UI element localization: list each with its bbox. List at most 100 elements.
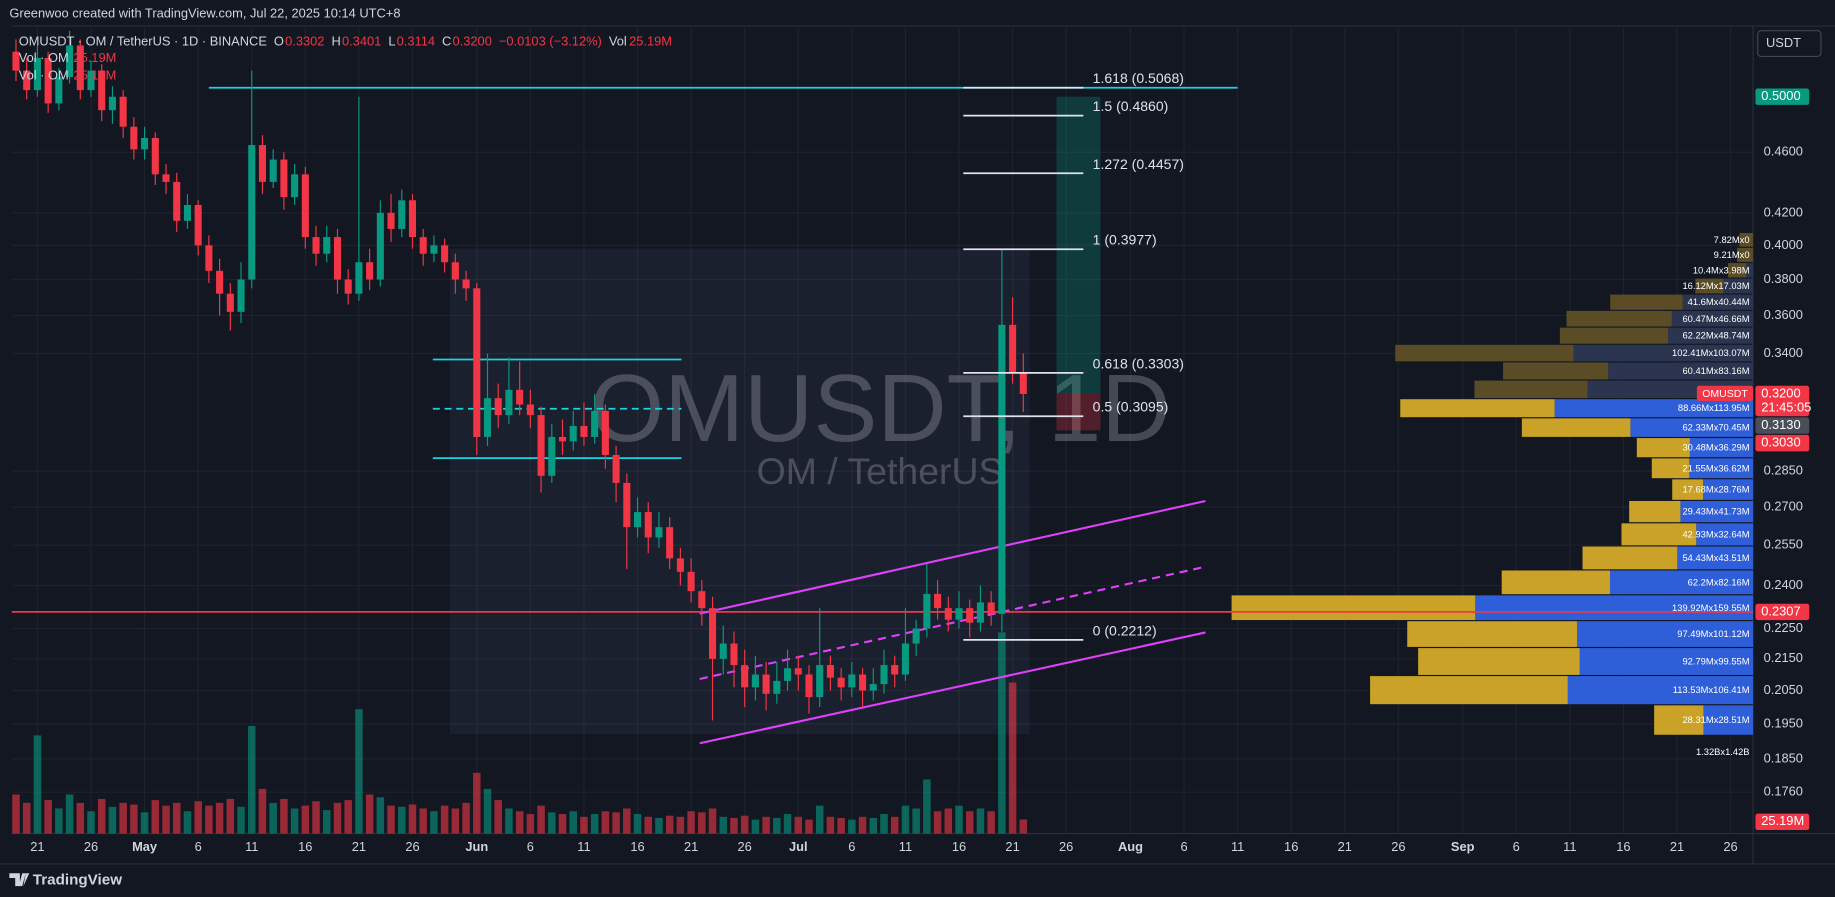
volume-bar [194, 801, 202, 834]
price-badge [1755, 88, 1810, 105]
volume-bar [226, 798, 235, 834]
x-tick-label: 21 [352, 839, 366, 854]
volume-bar [805, 819, 813, 834]
candle-body [633, 512, 642, 528]
price-badge-label: 0.3030 [1761, 435, 1800, 450]
axes: 21 26 May 6 11 16 21 26 Jun 6 11 16 21 26 Jul 6 11 16 21 26… [30, 30, 1822, 854]
currency-button[interactable]: USDT [1766, 35, 1801, 50]
candle-body [837, 677, 845, 688]
profile-label: 17.68Mx28.76M [1682, 485, 1749, 495]
volume-bar [987, 811, 995, 834]
candle-body [141, 137, 149, 150]
profile-bar-up [1636, 438, 1690, 458]
candle-body [569, 425, 577, 442]
symbol-tag: OMUSDT [1702, 388, 1748, 400]
x-tick-label: Aug [1118, 839, 1143, 854]
legend-value: 0.3200 [453, 34, 492, 49]
candle-body [998, 324, 1006, 614]
profile-bar-down [1579, 648, 1754, 675]
volume-bar [965, 811, 974, 834]
candle-body [548, 436, 556, 476]
x-tick-label: 16 [298, 839, 312, 854]
profile-label: 60.41Mx83.16M [1682, 366, 1749, 376]
candle-body [591, 410, 599, 437]
profile-bar-down [1723, 278, 1754, 294]
x-tick-label: 21 [1338, 839, 1352, 854]
profile-bar-up [1654, 705, 1704, 735]
candle-body [151, 137, 159, 175]
x-tick-label: Jul [789, 839, 808, 854]
candle-body [216, 270, 224, 294]
profile-label: 60.47Mx46.66M [1682, 314, 1749, 324]
candle-body [730, 643, 738, 666]
volume-bar [515, 811, 524, 834]
profile-bar-down [1630, 418, 1754, 437]
volume-bar [280, 798, 288, 834]
volume-bar [323, 810, 331, 834]
volume-bar [773, 817, 781, 834]
profile-bar-up [1501, 570, 1611, 595]
currency-button-box[interactable] [1757, 30, 1822, 58]
candle-body [901, 643, 909, 675]
candle-body [451, 262, 459, 280]
volume-bar [815, 805, 824, 834]
volume-bar [419, 808, 427, 834]
profile-label: 139.92Mx159.55M [1672, 603, 1750, 613]
profile-label: 16.12Mx17.03M [1682, 281, 1749, 291]
profile-bar-down [1671, 310, 1754, 327]
volume-bar [612, 812, 620, 834]
candle-body [891, 665, 899, 675]
candle-body [666, 527, 674, 559]
y-tick-label: 0.3400 [1764, 345, 1803, 360]
candle-body [944, 608, 952, 620]
volume-bar [1008, 682, 1017, 834]
profile-label: 62.22Mx48.74M [1682, 331, 1749, 341]
volume-bar [312, 801, 320, 834]
footer-logo: TradingView [9, 871, 122, 888]
profile-bar-down [1689, 438, 1754, 458]
profile-label: 97.49Mx101.12M [1677, 629, 1750, 639]
profile-bar-up [1651, 458, 1690, 479]
volume-bar [344, 800, 352, 834]
x-tick-label: 21 [1005, 839, 1019, 854]
y-tick-label: 0.1760 [1764, 784, 1803, 799]
profile-bar-down [1703, 705, 1754, 735]
candle-body [955, 608, 963, 620]
profile-bar-down [1610, 570, 1754, 595]
volume-bar [140, 812, 149, 834]
y-tick-label: 0.1850 [1764, 750, 1803, 765]
y-tick-label: 0.1950 [1764, 715, 1803, 730]
volume-bar [108, 806, 117, 834]
candle-body [773, 680, 781, 694]
y-tick-label: 0.2250 [1764, 620, 1803, 635]
volume-bar [794, 816, 803, 834]
volume-bar [858, 816, 867, 834]
profile-label: 102.41Mx103.07M [1672, 348, 1750, 358]
candle-body [205, 245, 213, 271]
profile-bar-down [1680, 500, 1754, 523]
candle-body [119, 96, 127, 127]
profile-bar-up [1400, 399, 1555, 418]
candle-body [966, 608, 974, 623]
legend-value: 0.3302 [285, 34, 324, 49]
volume-bar [665, 815, 674, 834]
x-tick-label: 11 [245, 839, 258, 854]
candle-body [516, 389, 524, 405]
profile-bar-up [1621, 523, 1697, 546]
candle-body [505, 389, 513, 416]
legend-row: Vol · OM 25.19M [19, 50, 117, 65]
legend-key: L [388, 34, 395, 49]
candle-body [23, 70, 31, 91]
candle-body [237, 279, 245, 312]
profile-bar-up [1629, 500, 1681, 523]
volume-bar [505, 808, 513, 834]
candle-body [976, 602, 984, 623]
candle-body [1019, 373, 1027, 394]
y-tick-label: 0.2700 [1764, 499, 1803, 514]
labels: 7.82Mx0 9.21Mx0 10.4Mx3.98M 16.12Mx17.03M 41… [19, 34, 1754, 757]
volume-bar [537, 805, 545, 834]
channel-line [699, 631, 1206, 745]
candle-body [291, 174, 299, 198]
volume-bar [483, 788, 492, 834]
